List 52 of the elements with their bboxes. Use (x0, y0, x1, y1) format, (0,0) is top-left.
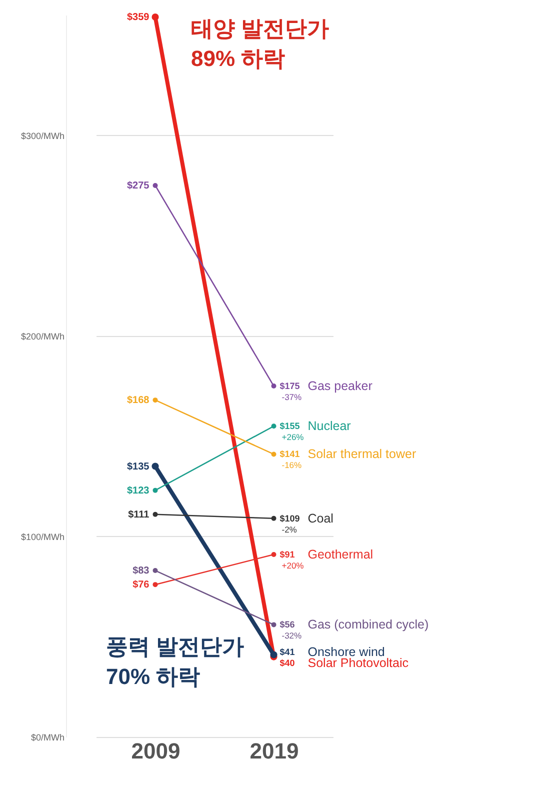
data-label: $109 (280, 513, 300, 524)
text: Geothermal (308, 547, 374, 562)
data-label: $41 (280, 646, 295, 657)
data-label: $83 (132, 566, 150, 577)
point (271, 384, 276, 389)
annotation: -2% (282, 524, 298, 534)
point (152, 512, 158, 517)
x-tick-label: 2019 (250, 738, 299, 764)
data-label: $168 (127, 395, 150, 406)
point (271, 516, 276, 521)
annotation: +20% (282, 560, 304, 570)
text: Gas peaker (308, 379, 372, 394)
point (152, 582, 158, 588)
point (152, 568, 158, 574)
y-tick-label: $200/MWh (20, 331, 64, 342)
y-tick-label: $300/MWh (20, 130, 64, 141)
annotation: +26% (282, 432, 304, 442)
data-label: $40 (280, 658, 295, 668)
point (152, 13, 159, 21)
data-label: $175 (280, 381, 300, 392)
data-label: $123 (127, 485, 150, 496)
text: Solar thermal tower (308, 447, 416, 462)
point (271, 552, 276, 557)
annotation: -37% (282, 392, 302, 402)
text: Coal (308, 511, 334, 526)
annotation: -32% (282, 630, 302, 641)
annotation: 70% 하락 (106, 664, 200, 689)
point (271, 452, 276, 457)
point (271, 622, 276, 628)
data-label: $275 (127, 180, 150, 192)
y-tick-label: $100/MWh (20, 532, 64, 542)
point (152, 488, 158, 493)
data-label: $111 (128, 509, 150, 520)
point (152, 182, 158, 188)
data-label: $359 (127, 12, 150, 24)
x-tick-label: 2009 (131, 738, 180, 764)
data-label: $155 (280, 421, 300, 432)
annotation: 89% 하락 (191, 46, 286, 71)
annotation: 풍력 발전단가 (106, 634, 244, 659)
annotation: 태양 발전단가 (191, 16, 330, 41)
data-label: $141 (280, 449, 300, 460)
y-tick-label: $0/MWh (30, 732, 64, 742)
text: Nuclear (308, 419, 351, 434)
point (271, 424, 276, 429)
data-label: $76 (132, 580, 150, 591)
data-label: $56 (280, 620, 295, 630)
data-label: $135 (127, 461, 150, 472)
point (152, 398, 158, 403)
text: Gas (combined cycle) (308, 618, 429, 632)
point (152, 462, 159, 470)
annotation: -16% (282, 460, 302, 470)
data-label: $91 (280, 549, 295, 560)
